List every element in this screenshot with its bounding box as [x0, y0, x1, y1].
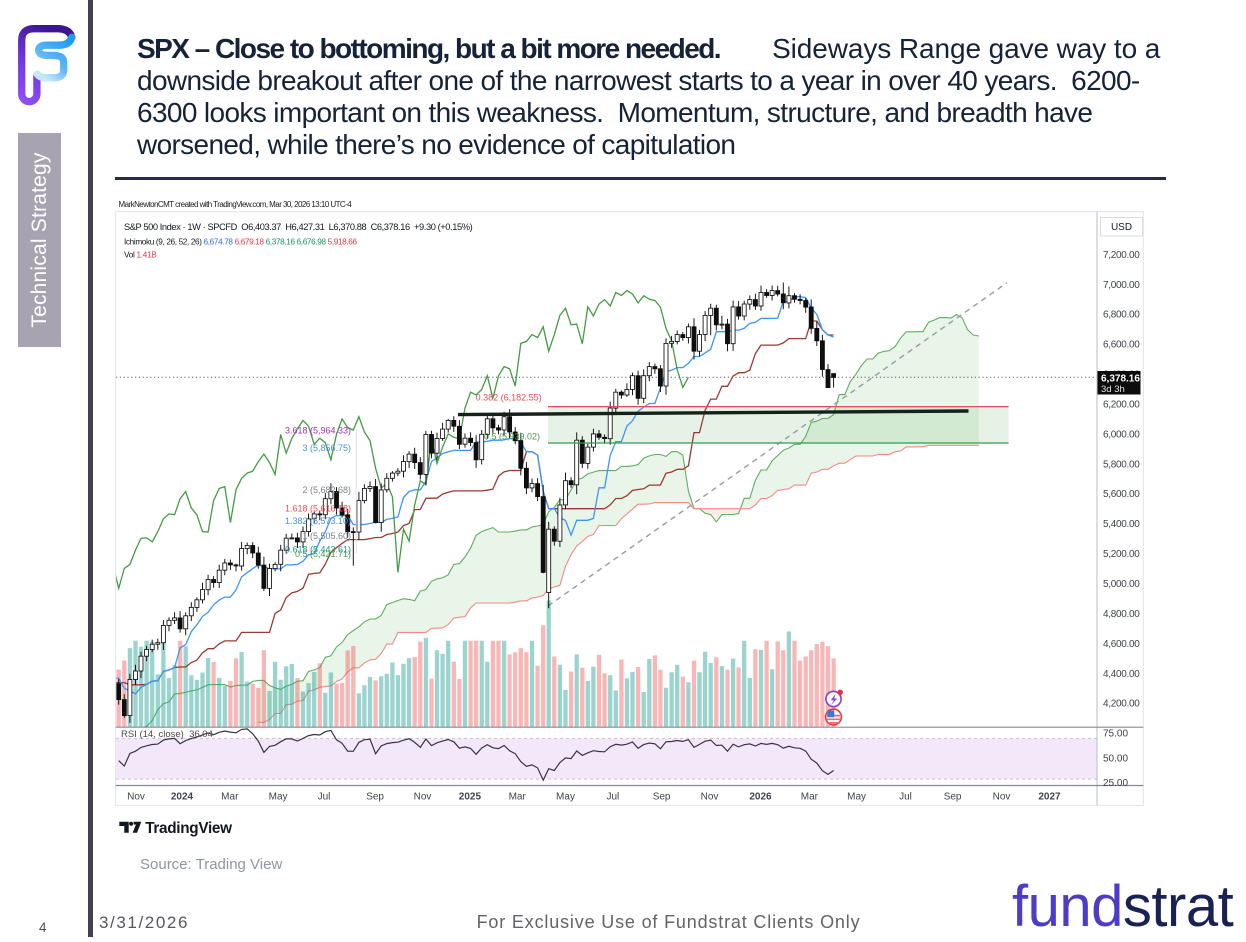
svg-text:50.00: 50.00 [1103, 753, 1128, 764]
svg-text:6,200.00: 6,200.00 [1103, 400, 1140, 411]
svg-text:May: May [269, 792, 288, 803]
svg-text:6,000.00: 6,000.00 [1103, 429, 1140, 440]
svg-text:Nov: Nov [701, 792, 719, 803]
svg-text:2027: 2027 [1038, 792, 1061, 803]
svg-text:5,200.00: 5,200.00 [1103, 549, 1140, 560]
svg-text:2025: 2025 [459, 792, 482, 803]
svg-text:3.618 (5,964.33): 3.618 (5,964.33) [285, 426, 351, 436]
svg-text:4,600.00: 4,600.00 [1103, 639, 1140, 650]
svg-text:1.382 (5,573.10): 1.382 (5,573.10) [285, 516, 351, 526]
svg-text:Sep: Sep [653, 792, 671, 803]
svg-text:Mar: Mar [221, 792, 239, 803]
svg-text:Nov: Nov [127, 792, 145, 803]
svg-text:MarkNewtonCMT created with Tra: MarkNewtonCMT created with TradingView.c… [119, 200, 353, 209]
svg-text:May: May [847, 792, 866, 803]
svg-text:1 (5,505.60): 1 (5,505.60) [302, 531, 351, 541]
svg-text:RSI (14, close) 36.04: RSI (14, close) 36.04 [121, 729, 213, 740]
svg-text:75.00: 75.00 [1103, 729, 1128, 740]
svg-text:Jul: Jul [899, 792, 912, 803]
svg-text:5,000.00: 5,000.00 [1103, 579, 1140, 590]
svg-text:4,400.00: 4,400.00 [1103, 669, 1140, 680]
svg-text:25.00: 25.00 [1103, 778, 1128, 789]
svg-text:5,800.00: 5,800.00 [1103, 459, 1140, 470]
svg-text:6,378.16: 6,378.16 [1101, 374, 1140, 385]
svg-text:7,200.00: 7,200.00 [1103, 250, 1140, 261]
svg-text:0.5 (5,421.71): 0.5 (5,421.71) [295, 549, 351, 559]
svg-text:4,800.00: 4,800.00 [1103, 609, 1140, 620]
svg-text:1.618 (5,616.18): 1.618 (5,616.18) [285, 504, 351, 514]
svg-text:May: May [556, 792, 575, 803]
svg-text:Vol 1.41B: Vol 1.41B [124, 251, 157, 260]
svg-text:2026: 2026 [749, 792, 772, 803]
svg-text:7,000.00: 7,000.00 [1103, 280, 1140, 291]
svg-text:3d 3h: 3d 3h [1101, 384, 1125, 395]
svg-text:2024: 2024 [171, 792, 194, 803]
svg-text:6,600.00: 6,600.00 [1103, 340, 1140, 351]
svg-text:4,200.00: 4,200.00 [1103, 699, 1140, 710]
svg-text:0.5 (5,939.02): 0.5 (5,939.02) [484, 432, 540, 442]
svg-text:2 (5,682.68): 2 (5,682.68) [302, 485, 351, 495]
svg-text:6,800.00: 6,800.00 [1103, 310, 1140, 321]
svg-text:Nov: Nov [993, 792, 1011, 803]
svg-text:0.382 (6,182.55): 0.382 (6,182.55) [476, 393, 542, 403]
svg-text:Jul: Jul [318, 792, 331, 803]
svg-text:Jul: Jul [607, 792, 620, 803]
svg-text:Ichimoku (9, 26, 52, 26) 6,674: Ichimoku (9, 26, 52, 26) 6,674.78 6,679.… [124, 238, 357, 247]
svg-text:S&P 500 Index · 1W · SPCFD O6: S&P 500 Index · 1W · SPCFD O6,403.37 H6,… [124, 222, 473, 232]
svg-text:TradingView: TradingView [145, 820, 232, 837]
svg-text:5,600.00: 5,600.00 [1103, 489, 1140, 500]
svg-text:USD: USD [1111, 222, 1132, 233]
svg-text:0.618 (5,443.61): 0.618 (5,443.61) [285, 545, 351, 555]
svg-text:Mar: Mar [509, 792, 527, 803]
svg-text:Sep: Sep [944, 792, 962, 803]
svg-text:3 (5,856.75): 3 (5,856.75) [302, 443, 351, 453]
svg-text:5,400.00: 5,400.00 [1103, 519, 1140, 530]
svg-text:Mar: Mar [801, 792, 819, 803]
svg-text:Nov: Nov [414, 792, 432, 803]
svg-text:Sep: Sep [366, 792, 384, 803]
